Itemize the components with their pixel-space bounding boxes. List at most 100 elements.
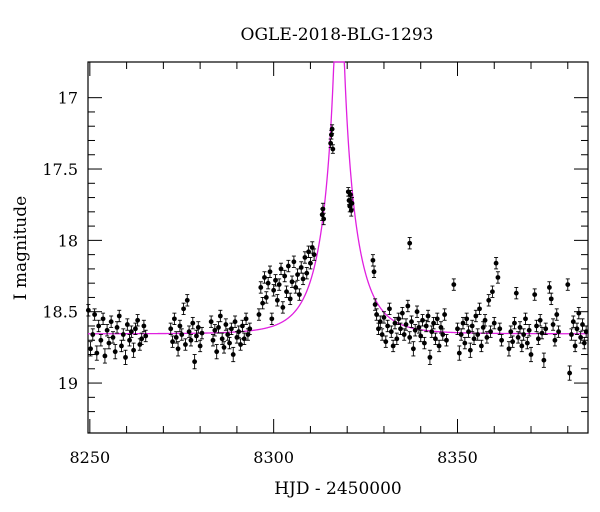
data-point	[308, 257, 313, 270]
data-point	[543, 322, 549, 335]
data-point	[197, 339, 203, 353]
data-point	[471, 332, 477, 345]
data-point	[567, 365, 573, 381]
data-point	[269, 312, 275, 326]
data-point	[284, 285, 289, 298]
data-point	[192, 354, 198, 370]
data-point	[285, 259, 291, 273]
data-point	[401, 328, 407, 341]
data-point	[282, 269, 288, 283]
data-point	[273, 274, 278, 287]
data-point	[276, 278, 282, 291]
data-point	[274, 294, 280, 307]
data-point	[217, 309, 223, 323]
data-point	[491, 316, 497, 330]
data-point	[227, 336, 232, 350]
data-point	[320, 202, 326, 216]
data-point	[141, 319, 147, 333]
data-point	[554, 308, 560, 321]
data-point	[541, 352, 547, 368]
data-point	[433, 332, 438, 345]
data-point	[194, 329, 199, 343]
data-point	[410, 341, 416, 357]
data-point	[387, 302, 392, 316]
data-point	[418, 329, 424, 343]
data-point	[493, 257, 499, 270]
data-point	[170, 335, 175, 348]
data-point	[330, 144, 336, 154]
data-point	[88, 341, 93, 357]
data-point	[434, 312, 440, 326]
data-point	[569, 328, 574, 341]
data-point	[92, 308, 98, 321]
model-curve	[88, 61, 588, 335]
data-point	[195, 321, 201, 334]
data-point	[236, 325, 242, 338]
data-point	[460, 316, 466, 330]
data-point	[499, 334, 505, 347]
data-point	[517, 321, 523, 334]
data-point	[506, 341, 512, 357]
data-point	[381, 311, 387, 324]
y-tick-label: 18.5	[42, 303, 78, 322]
data-point	[550, 318, 556, 331]
data-point	[427, 349, 433, 365]
data-point	[581, 336, 587, 350]
data-point	[120, 328, 126, 341]
data-point	[388, 325, 394, 338]
data-point	[247, 322, 253, 335]
data-point	[168, 322, 174, 335]
data-point	[304, 267, 310, 280]
data-point	[110, 331, 116, 344]
data-point	[574, 322, 580, 335]
data-point	[133, 322, 138, 335]
data-point	[374, 308, 380, 321]
data-point	[475, 328, 481, 341]
data-point	[114, 321, 120, 334]
data-point	[143, 329, 149, 343]
data-point	[469, 319, 475, 333]
data-point	[423, 319, 429, 333]
data-point	[124, 318, 130, 331]
data-point	[488, 325, 493, 338]
x-tick-label: 8250	[69, 448, 110, 467]
data-point	[462, 336, 468, 350]
data-point	[106, 336, 112, 350]
data-point	[548, 292, 554, 306]
data-point	[421, 336, 427, 350]
data-point	[278, 262, 284, 276]
data-point	[183, 338, 188, 351]
data-point	[486, 294, 492, 307]
data-point	[477, 302, 482, 316]
data-point	[556, 325, 561, 338]
axis-ticks-layer: 8250 8300 8350 17 17.5 18 18.5 19	[42, 62, 588, 467]
data-point	[570, 315, 576, 328]
data-point	[442, 308, 448, 321]
data-point	[219, 332, 225, 345]
data-point	[490, 285, 495, 298]
plot-frame	[87, 61, 589, 434]
data-point	[429, 325, 435, 338]
data-point	[436, 339, 442, 353]
data-point	[464, 312, 470, 326]
y-tick-label: 19	[58, 374, 78, 393]
data-point	[321, 212, 327, 226]
data-point	[539, 326, 545, 340]
data-point	[416, 321, 422, 334]
data-point	[311, 248, 317, 261]
data-point	[94, 345, 100, 361]
data-point	[96, 319, 102, 333]
data-point	[515, 331, 521, 344]
data-point	[112, 344, 118, 360]
model-curve-layer	[88, 61, 588, 335]
data-point	[383, 335, 389, 348]
x-tick-label: 8350	[437, 448, 478, 467]
data-point	[458, 328, 464, 341]
data-point	[523, 312, 528, 326]
data-point	[521, 328, 527, 341]
data-point	[214, 344, 220, 360]
data-point	[537, 314, 543, 327]
data-point	[510, 335, 516, 348]
data-point	[267, 265, 273, 278]
